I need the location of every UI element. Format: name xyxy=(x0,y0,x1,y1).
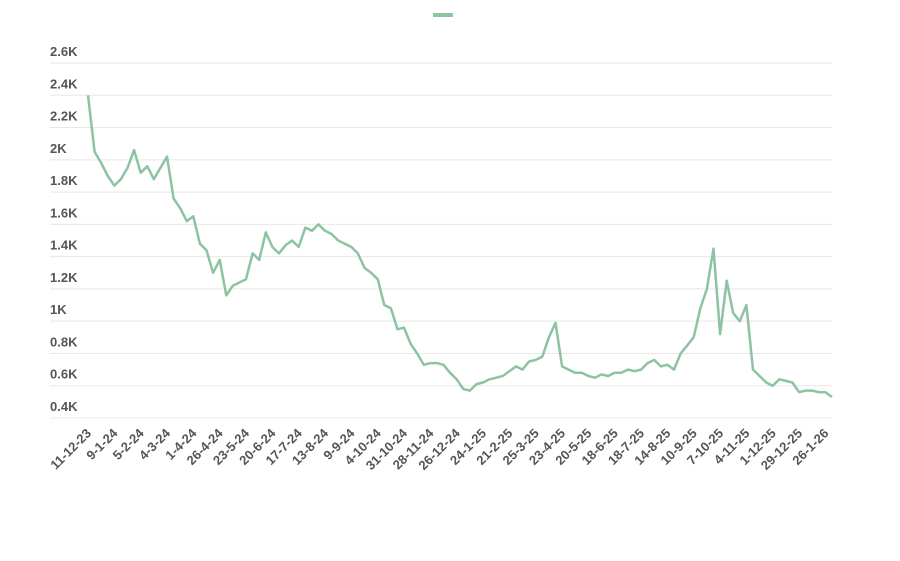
y-tick-label: 0.4K xyxy=(50,399,78,414)
y-tick-label: 2K xyxy=(50,141,67,156)
y-tick-label: 1.6K xyxy=(50,205,78,220)
series-line xyxy=(86,95,833,399)
y-tick-label: 0.8K xyxy=(50,334,78,349)
y-tick-label: 1K xyxy=(50,302,67,317)
y-tick-label: 2.4K xyxy=(50,76,78,91)
y-tick-label: 1.8K xyxy=(50,173,78,188)
y-tick-label: 2.2K xyxy=(50,109,78,124)
y-tick-label: 1.4K xyxy=(50,238,78,253)
y-tick-label: 2.6K xyxy=(50,44,78,59)
y-tick-label: 1.2K xyxy=(50,270,78,285)
y-tick-label: 0.6K xyxy=(50,367,78,382)
legend-swatch xyxy=(433,13,453,17)
